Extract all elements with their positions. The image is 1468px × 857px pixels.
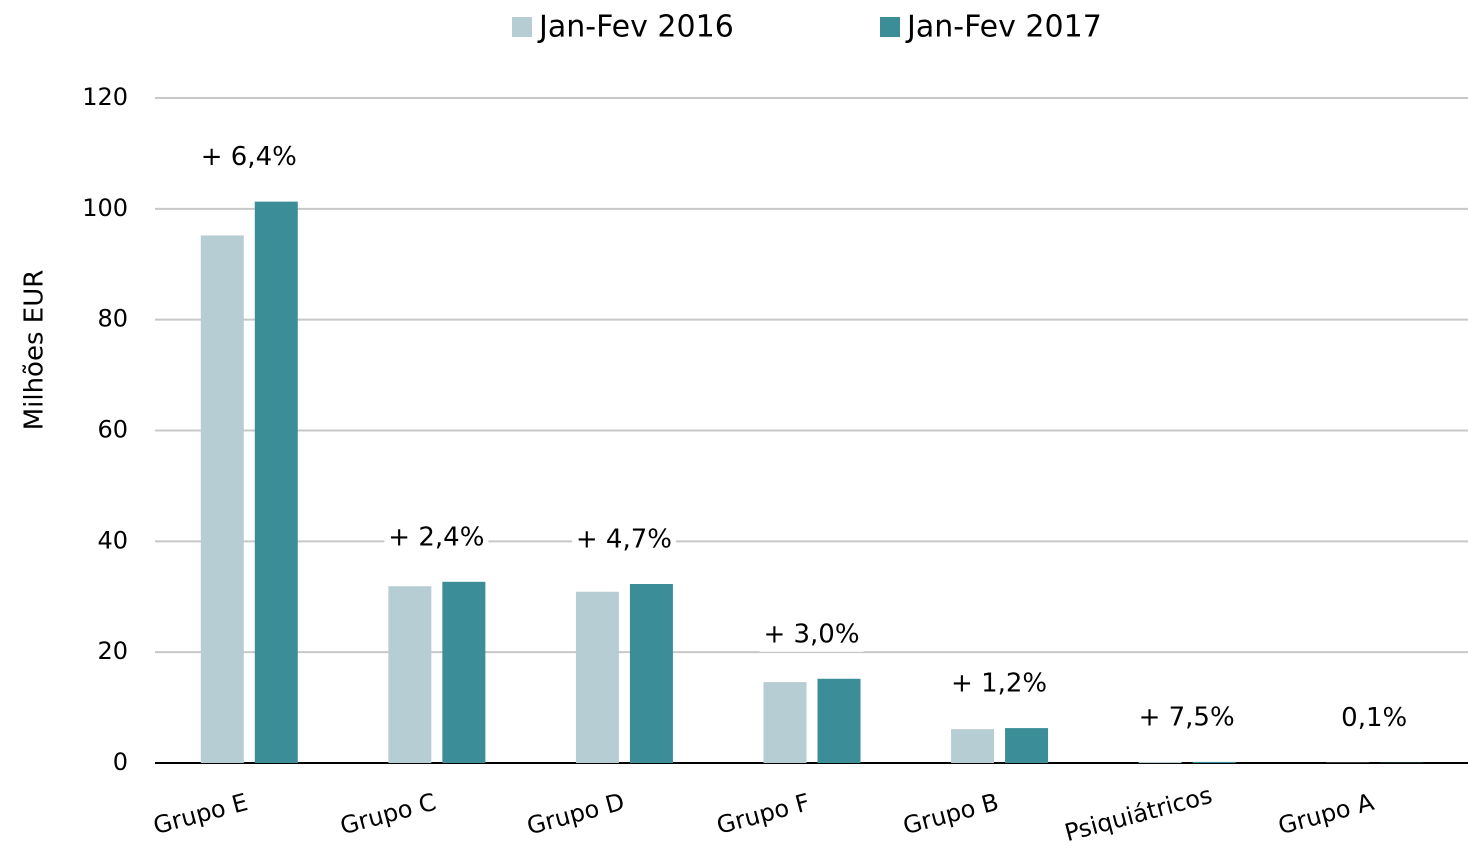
x-tick-label: Grupo C xyxy=(337,788,439,840)
y-tick-label: 20 xyxy=(97,637,128,665)
annotation: 0,1% xyxy=(1341,703,1407,733)
bar xyxy=(1193,762,1236,763)
y-tick-label: 80 xyxy=(97,305,128,333)
x-tick-label: Grupo E xyxy=(150,788,250,840)
bar xyxy=(255,202,298,763)
bar xyxy=(630,584,673,763)
x-tick-label: Grupo F xyxy=(714,788,813,840)
y-tick-label: 60 xyxy=(97,416,128,444)
bar xyxy=(1139,762,1182,763)
bar xyxy=(951,729,994,763)
annotation: + 7,5% xyxy=(1139,702,1235,732)
x-tick-label: Grupo A xyxy=(1275,788,1377,840)
annotation: + 3,0% xyxy=(763,619,859,649)
bar xyxy=(764,682,807,763)
y-axis-title: Milhões EUR xyxy=(20,270,50,431)
x-tick-label: Psiquiátricos xyxy=(1062,781,1215,847)
legend-swatch xyxy=(880,17,900,37)
y-tick-label: 40 xyxy=(97,526,128,554)
annotation: + 1,2% xyxy=(951,669,1047,699)
bar xyxy=(1005,728,1048,763)
bar xyxy=(201,235,244,763)
legend-label: Jan-Fev 2017 xyxy=(905,10,1102,45)
legend-swatch xyxy=(512,17,532,37)
bar xyxy=(442,582,485,763)
legend-label: Jan-Fev 2016 xyxy=(537,10,734,45)
bar xyxy=(818,679,861,763)
x-tick-label: Grupo B xyxy=(900,788,1002,840)
annotation: + 4,7% xyxy=(576,525,672,555)
y-tick-label: 0 xyxy=(113,748,128,776)
bar xyxy=(388,586,431,763)
annotation: + 2,4% xyxy=(388,522,484,552)
y-tick-label: 100 xyxy=(82,194,128,222)
annotation: + 6,4% xyxy=(201,142,297,172)
x-tick-label: Grupo D xyxy=(524,788,628,841)
y-tick-label: 120 xyxy=(82,83,128,111)
bar xyxy=(576,592,619,763)
